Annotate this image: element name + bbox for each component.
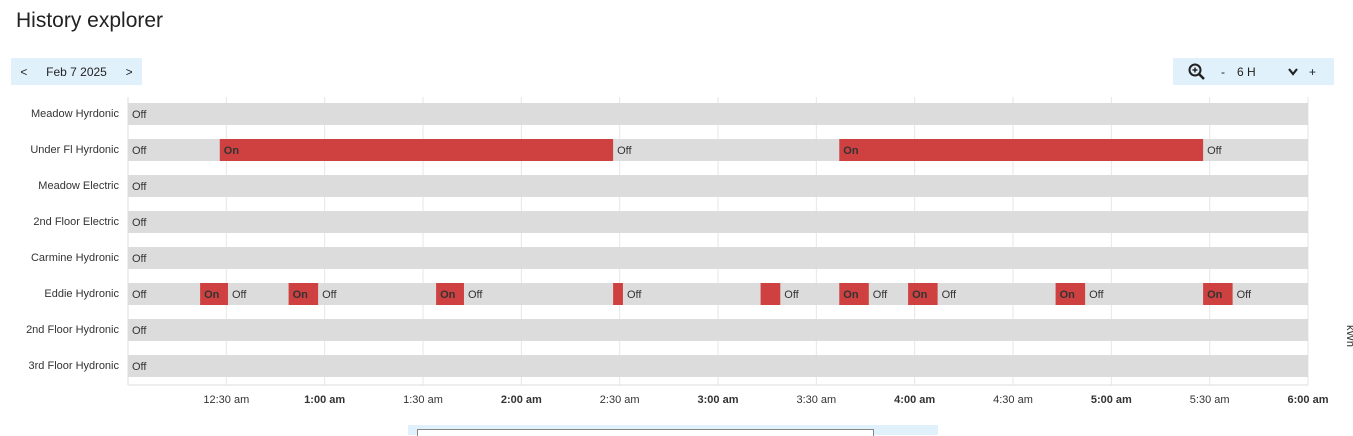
date-label[interactable]: Feb 7 2025 [46, 64, 107, 79]
dropdown-arrow[interactable] [1287, 67, 1299, 77]
state-label: Off [232, 289, 247, 301]
x-tick-label: 3:00 am [698, 394, 739, 406]
row-track [128, 319, 1308, 341]
state-label: On [843, 289, 859, 301]
on-segment [1203, 283, 1233, 305]
state-label: Off [132, 361, 147, 373]
state-label: Off [1089, 289, 1104, 301]
state-label: Off [132, 217, 147, 229]
x-tick-label: 5:00 am [1091, 394, 1132, 406]
row-track [128, 283, 1308, 305]
on-segment [839, 283, 869, 305]
state-label: Off [873, 289, 888, 301]
row-track [128, 175, 1308, 197]
on-segment [288, 283, 319, 305]
state-label: On [843, 145, 859, 157]
row-track [128, 103, 1308, 125]
row-track [128, 211, 1308, 233]
page-title: History explorer [16, 9, 164, 32]
x-tick-label: 4:00 am [894, 394, 935, 406]
x-tick-label: 6:00 am [1288, 394, 1329, 406]
on-segment [908, 283, 938, 305]
row-label: Eddie Hydronic [44, 288, 119, 300]
row-label: 3rd Floor Hydronic [29, 360, 120, 372]
state-label: On [1060, 289, 1076, 301]
state-label: Off [132, 325, 147, 337]
state-label: Off [942, 289, 957, 301]
row-label: Under Fl Hyrdonic [30, 144, 119, 156]
range-select[interactable]: 6 H [1237, 64, 1256, 79]
state-label: Off [1237, 289, 1252, 301]
x-tick-label: 3:30 am [796, 394, 836, 406]
row-label: Meadow Hyrdonic [31, 108, 120, 120]
on-segment [760, 283, 781, 305]
on-segment [839, 139, 1204, 161]
state-label: Off [627, 289, 642, 301]
row-label: Carmine Hydronic [31, 252, 120, 264]
x-tick-label: 12:30 am [203, 394, 249, 406]
state-label: Off [132, 145, 147, 157]
row-track [128, 355, 1308, 377]
state-label: Off [784, 289, 799, 301]
state-label: Off [1207, 145, 1222, 157]
next-button[interactable]: > [125, 64, 133, 79]
state-label: On [204, 289, 220, 301]
state-label: On [440, 289, 456, 301]
state-label: On [1207, 289, 1223, 301]
x-tick-label: 2:30 am [600, 394, 640, 406]
x-tick-label: 2:00 am [501, 394, 542, 406]
zoom-icon[interactable] [1187, 62, 1207, 82]
date-picker: < Feb 7 2025 > [11, 58, 142, 85]
zoom-in[interactable]: + [1309, 64, 1317, 79]
unit-label: kWh [1344, 325, 1353, 347]
state-label: Off [132, 289, 147, 301]
state-label: Off [468, 289, 483, 301]
x-tick-label: 1:30 am [403, 394, 443, 406]
state-label: Off [132, 109, 147, 121]
zoom-controls: - 6 H + [1173, 58, 1334, 85]
on-segment [219, 139, 614, 161]
row-track [128, 247, 1308, 269]
x-tick-label: 4:30 am [993, 394, 1033, 406]
x-tick-label: 5:30 am [1190, 394, 1230, 406]
state-label: On [912, 289, 928, 301]
row-label: 2nd Floor Electric [33, 216, 119, 228]
on-segment [200, 283, 228, 305]
row-label: 2nd Floor Hydronic [26, 324, 119, 336]
state-label: Off [322, 289, 337, 301]
state-label: On [293, 289, 309, 301]
on-segment [613, 283, 623, 305]
state-label: Off [132, 253, 147, 265]
state-label: On [224, 145, 240, 157]
zoom-out[interactable]: - [1221, 64, 1225, 79]
on-segment [1055, 283, 1086, 305]
x-tick-label: 1:00 am [304, 394, 345, 406]
state-label: Off [617, 145, 632, 157]
prev-button[interactable]: < [20, 64, 28, 79]
on-segment [436, 283, 464, 305]
state-label: Off [132, 181, 147, 193]
row-label: Meadow Electric [38, 180, 119, 192]
